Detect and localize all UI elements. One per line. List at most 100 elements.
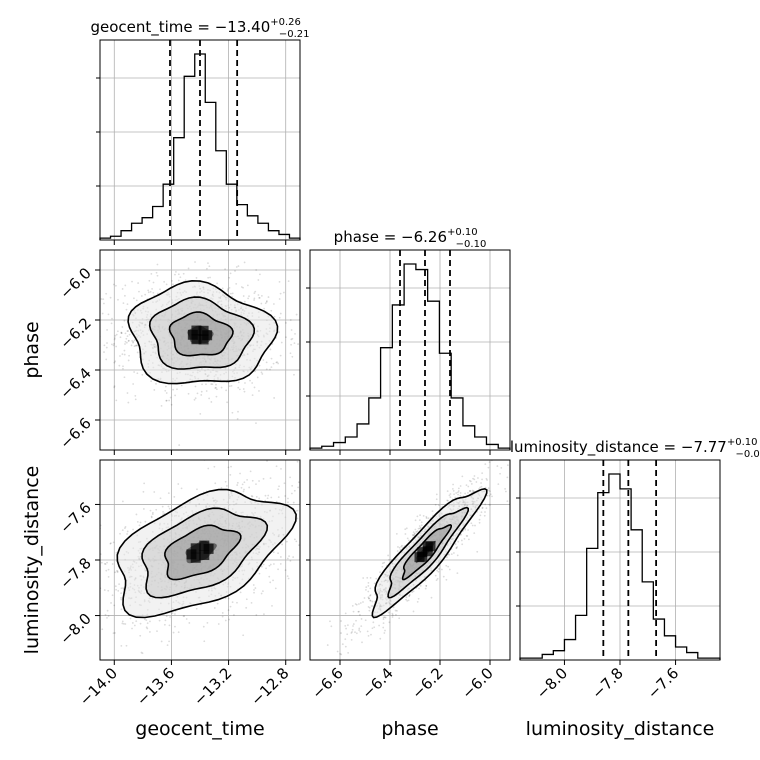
sample-point <box>172 388 175 391</box>
sample-point <box>113 361 116 364</box>
x-tick-label: −6.0 <box>458 664 496 702</box>
sample-point <box>155 271 158 274</box>
sample-point <box>141 373 144 376</box>
sample-point <box>237 265 240 267</box>
sample-point <box>238 388 241 391</box>
sample-point <box>98 301 100 303</box>
sample-point <box>226 289 229 292</box>
sample-point <box>455 547 458 550</box>
sample-point <box>90 613 92 615</box>
sample-point <box>141 652 144 655</box>
sample-point <box>125 308 128 311</box>
sample-point <box>95 607 97 609</box>
x-tick-label: −13.2 <box>190 664 235 709</box>
sample-point <box>182 615 185 618</box>
sample-point <box>453 493 455 496</box>
sample-point <box>139 622 142 625</box>
sample-point <box>412 534 415 537</box>
sample-point <box>107 615 110 617</box>
density-bin <box>198 325 209 336</box>
sample-point <box>250 495 253 497</box>
sample-point <box>291 337 294 340</box>
sample-point <box>260 371 263 374</box>
sample-point <box>106 609 109 612</box>
sample-point <box>228 385 231 388</box>
sample-point <box>365 586 368 589</box>
sample-point <box>120 644 123 647</box>
sample-point <box>475 481 478 483</box>
density-bin <box>199 540 210 551</box>
sample-point <box>459 494 462 497</box>
sample-point <box>165 392 168 394</box>
sample-point <box>425 584 428 587</box>
sample-point <box>283 482 286 485</box>
sample-point <box>200 390 203 393</box>
sample-point <box>484 503 487 506</box>
sample-point <box>205 383 207 386</box>
sample-point <box>112 632 115 635</box>
sample-point <box>416 515 419 518</box>
sample-point <box>430 596 433 599</box>
sample-point <box>115 333 118 336</box>
sample-point <box>98 634 100 636</box>
sample-point <box>122 623 125 625</box>
sample-point <box>120 332 123 335</box>
sample-point <box>145 626 148 629</box>
sample-point <box>270 309 273 312</box>
sample-point <box>279 563 282 565</box>
sample-point <box>133 371 136 373</box>
density-bin <box>422 546 433 557</box>
sample-point <box>127 401 130 404</box>
sample-point <box>358 629 361 632</box>
sample-point <box>382 626 385 629</box>
sample-point <box>326 644 329 646</box>
sample-point <box>106 561 108 564</box>
sample-point <box>136 520 139 523</box>
sample-point <box>220 386 223 389</box>
sample-point <box>174 613 176 615</box>
sample-point <box>258 480 260 482</box>
sample-point <box>84 600 86 602</box>
sample-point <box>398 617 401 620</box>
sample-point <box>114 334 117 337</box>
sample-point <box>203 640 206 643</box>
sample-point <box>235 266 238 268</box>
sample-point <box>340 653 343 656</box>
sample-point <box>496 465 499 467</box>
sample-point <box>454 543 457 545</box>
sample-point <box>229 605 232 608</box>
sample-point <box>404 528 407 531</box>
sample-point <box>158 619 161 622</box>
sample-point <box>419 514 421 517</box>
sample-point <box>227 288 229 291</box>
sample-point <box>124 332 127 335</box>
sample-point <box>382 616 385 619</box>
sample-point <box>361 641 363 644</box>
sample-point <box>114 571 117 574</box>
sample-point <box>211 383 214 386</box>
sample-point <box>367 606 370 608</box>
sample-point <box>370 605 373 607</box>
sample-point <box>447 565 450 568</box>
sample-point <box>128 333 131 336</box>
sample-point <box>288 555 290 558</box>
sample-point <box>336 650 339 653</box>
sample-point <box>226 401 229 404</box>
sample-point <box>384 629 386 632</box>
sample-point <box>383 561 386 564</box>
y-axis-label-phase: phase <box>21 321 43 378</box>
sample-point <box>97 573 99 575</box>
y-tick-label: −7.8 <box>56 554 94 592</box>
sample-point <box>450 553 453 556</box>
sample-point <box>300 534 302 536</box>
sample-point <box>116 569 118 572</box>
sample-point <box>105 358 108 361</box>
sample-point <box>257 294 260 296</box>
sample-point <box>278 280 281 283</box>
sample-point <box>134 398 137 401</box>
sample-point <box>258 296 261 299</box>
sample-point <box>383 632 386 634</box>
sample-point <box>504 487 507 490</box>
sample-point <box>243 300 246 303</box>
